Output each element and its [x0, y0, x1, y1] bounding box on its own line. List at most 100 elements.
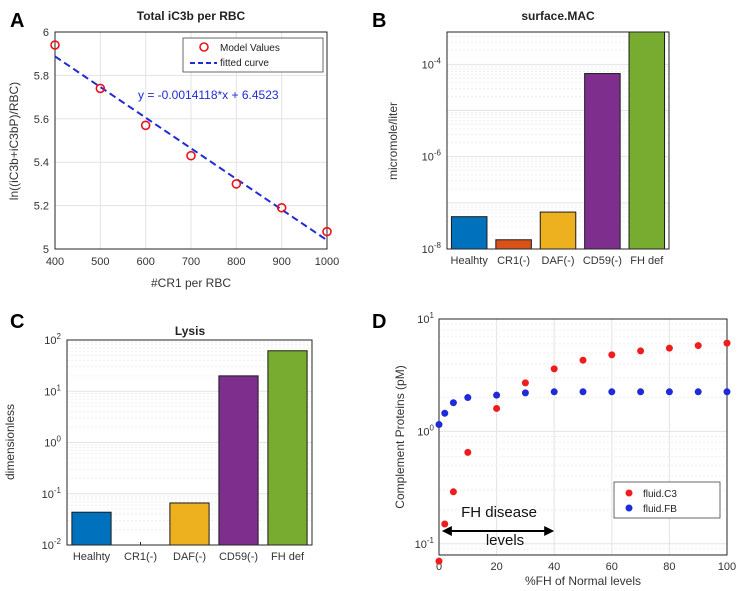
panel-a-model-point — [231, 179, 242, 189]
panel-d-xtick-label: 40 — [548, 561, 560, 573]
panel-c-y-ticks: 10-2 10-1 100 101 102 — [42, 332, 62, 552]
panel-d-point-fluid-c3 — [608, 351, 616, 359]
panel-a-axes-box — [54, 31, 328, 250]
legend-marker-fluid-fb — [625, 504, 633, 512]
panel-d-point-fluid-fb — [579, 388, 587, 396]
panel-b-x-categories: Healhty CR1(-) DAF(-) CD59(-) FH def — [451, 255, 665, 267]
panel-a-model-point — [186, 150, 196, 161]
panel-d-point-fluid-c3 — [579, 356, 587, 364]
legend-label-fluid-c3: fluid.C3 — [643, 489, 677, 500]
panel-c-axes-box — [66, 339, 313, 546]
panel-b-category-label: CR1(-) — [497, 255, 530, 267]
panel-b-bar — [584, 73, 621, 250]
panel-d-point-fluid-fb — [521, 389, 529, 397]
panel-c-bar — [267, 350, 308, 546]
panel-d-legend: fluid.C3 fluid.FB — [613, 481, 721, 519]
panel-d-annotation: FH disease levels — [441, 504, 555, 549]
panel-a-ytick-label: 5.2 — [34, 201, 49, 213]
panel-d-x-ticks: 0 20 40 60 80 100 — [436, 561, 736, 573]
panel-d-xtick-label: 60 — [606, 561, 618, 573]
panel-c-category-label: CD59(-) — [219, 551, 258, 563]
panel-d-axes-box — [438, 318, 728, 556]
panel-c-x-categories: Healhty CR1(-) DAF(-) CD59(-) FH def — [73, 551, 305, 563]
panel-d-point-fluid-fb — [637, 388, 645, 396]
panel-a-model-point — [50, 40, 60, 50]
panel-c-category-label: FH def — [271, 551, 305, 563]
panel-d-point-fluid-c3 — [441, 520, 449, 528]
panel-a-xtick-label: 900 — [272, 256, 290, 268]
panel-d-point-fluid-fb — [441, 409, 449, 417]
panel-c-bar — [71, 511, 112, 546]
panel-c-title: Lysis — [175, 324, 206, 338]
panel-d-point-fluid-fb — [449, 399, 457, 407]
panel-a-ytick-label: 6 — [43, 27, 49, 39]
legend-marker-model-values — [199, 42, 209, 52]
panel-b-bars — [450, 31, 666, 250]
legend-label-fitted-curve: fitted curve — [220, 58, 269, 69]
panel-b-ylabel: micromole/liter — [386, 102, 400, 180]
panel-b-ytick-label: 10-6 — [422, 149, 442, 164]
panel-d-xtick-label: 20 — [490, 561, 502, 573]
panel-a-model-points — [50, 40, 332, 237]
panel-b-title: surface.MAC — [521, 9, 595, 23]
panel-d-point-fluid-fb — [608, 388, 616, 396]
panel-a-xtick-label: 600 — [136, 256, 154, 268]
panel-b-category-label: CD59(-) — [583, 255, 622, 267]
panel-a-x-ticks: 400 500 600 700 800 900 1000 — [46, 256, 339, 268]
panel-c-category-label: CR1(-) — [124, 551, 157, 563]
panel-c-ytick-label: 100 — [44, 435, 61, 450]
panel-b: surface.MAC 10-8 10-6 10-4 Healhty CR1(-) DA… — [386, 9, 670, 267]
panel-d-point-fluid-fb — [665, 388, 673, 396]
panel-d-point-fluid-c3 — [449, 488, 457, 496]
panel-a-ytick-label: 5.6 — [34, 114, 49, 126]
panel-b-y-ticks: 10-8 10-6 10-4 — [422, 56, 442, 256]
panel-a-ytick-label: 5.8 — [34, 70, 49, 82]
panel-c-ytick-label: 10-2 — [42, 537, 62, 552]
panel-c-bar — [169, 502, 210, 546]
panel-a-xtick-label: 400 — [46, 256, 64, 268]
panel-a-y-ticks: 5 5.2 5.4 5.6 5.8 6 — [34, 27, 49, 256]
panel-d-point-fluid-fb — [694, 388, 702, 396]
panel-d-point-fluid-fb — [723, 388, 731, 396]
panel-a-xtick-label: 500 — [91, 256, 109, 268]
panel-c-category-label: DAF(-) — [173, 551, 206, 563]
panel-d-point-fluid-c3 — [694, 342, 702, 350]
panel-a-model-point — [95, 83, 106, 94]
panel-a-model-point — [322, 226, 332, 237]
panel-d-point-fluid-c3 — [723, 339, 731, 347]
panel-b-axes-box — [446, 31, 670, 250]
panel-d-legend-box — [613, 481, 721, 519]
panel-d-y-ticks: 10-1 100 101 — [415, 311, 435, 551]
panel-c-ytick-label: 101 — [44, 383, 61, 398]
legend-marker-fluid-c3 — [625, 489, 633, 497]
panel-d-point-fluid-c3 — [435, 557, 443, 565]
panel-b-ytick-label: 10-8 — [422, 241, 442, 256]
panel-c-ytick-label: 10-1 — [42, 486, 62, 501]
panel-a-xlabel: #CR1 per RBC — [151, 276, 231, 290]
panel-letter-b: B — [372, 10, 386, 32]
panel-d-point-fluid-fb — [464, 394, 472, 402]
panel-d-point-fluid-c3 — [550, 365, 558, 373]
panel-d-point-fluid-fb — [550, 388, 558, 396]
fh-disease-label: FH disease — [461, 504, 537, 521]
panel-letter-a: A — [10, 10, 24, 32]
panel-b-bar — [450, 216, 488, 250]
panel-b-bar — [539, 211, 577, 250]
panel-c: Lysis 10-2 10-1 100 101 102 Healhty CR1(-) DAF… — [3, 324, 313, 563]
panel-b-category-label: Healhty — [451, 255, 489, 267]
panel-a-xtick-label: 700 — [182, 256, 200, 268]
panel-d-point-fluid-c3 — [464, 448, 472, 456]
fh-arrow-right-head — [544, 526, 555, 536]
panel-b-bar — [628, 31, 666, 250]
panel-d-point-fluid-fb — [435, 421, 443, 429]
panel-d-xtick-label: 80 — [663, 561, 675, 573]
panel-d-ytick-label: 101 — [417, 311, 434, 326]
panel-a-legend: Model Values fitted curve — [182, 37, 324, 73]
panel-a-model-point — [140, 120, 151, 131]
panel-d-xlabel: %FH of Normal levels — [525, 574, 641, 588]
panel-d-point-fluid-c3 — [637, 347, 645, 355]
panel-d-point-fluid-fb — [493, 391, 501, 399]
panel-a-xtick-label: 1000 — [315, 256, 339, 268]
panel-a-equation: y = -0.0014118*x + 6.4523 — [138, 88, 279, 102]
